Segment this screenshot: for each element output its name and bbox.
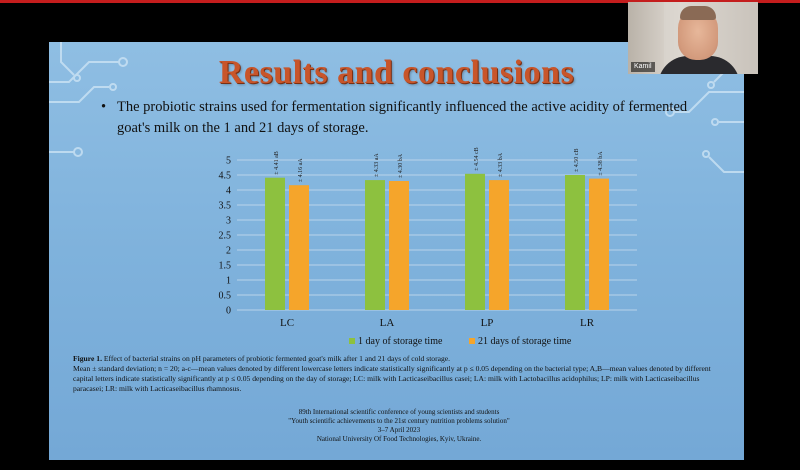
- caption-line1: Effect of bacterial strains on pH parame…: [101, 354, 451, 363]
- figure-caption: Figure 1. Effect of bacterial strains on…: [73, 354, 723, 394]
- bar-lp-series2: [489, 180, 509, 310]
- chart-bars: [265, 173, 609, 310]
- webcam-video-tile[interactable]: Kamil: [628, 2, 758, 74]
- data-label: ± 4.33 aA: [374, 153, 380, 177]
- y-tick-label: 1.5: [219, 261, 232, 272]
- x-category-label: LP: [481, 317, 494, 329]
- webcam-person-body: [658, 56, 740, 74]
- figure-label: Figure 1.: [73, 354, 102, 363]
- caption-line2: Mean ± standard deviation; n = 20; a-c—m…: [73, 364, 711, 393]
- bar-lr-series2: [589, 178, 609, 310]
- bar-value-labels: ± 4.41 aB ± 4.16 aA ± 4.33 aA ± 4.30 bA ± 4.…: [274, 147, 604, 182]
- y-tick-label: 4.5: [219, 171, 232, 182]
- conference-info: 89th International scientific conference…: [199, 408, 599, 444]
- x-category-label: LR: [580, 317, 595, 329]
- data-label: ± 4.41 aB: [274, 151, 280, 174]
- circuit-decoration: [49, 42, 744, 173]
- legend-label: 21 days of storage time: [478, 336, 572, 347]
- x-category-label: LA: [380, 317, 395, 329]
- slide-title: Results and conclusions: [218, 54, 575, 91]
- conference-line4: National University Of Food Technologies…: [316, 435, 482, 443]
- webcam-person-hair: [680, 6, 716, 20]
- chart-legend: 1 day of storage time 21 days of storage …: [349, 336, 572, 347]
- y-tick-label: 1: [226, 276, 231, 287]
- bar-lc-series1: [265, 177, 285, 310]
- x-axis-categories: LC LA LP LR: [280, 317, 595, 329]
- data-label: ± 4.38 bA: [598, 151, 604, 176]
- conference-line2: "Youth scientific achievements to the 21…: [288, 417, 510, 425]
- data-label: ± 4.50 cB: [574, 149, 580, 172]
- y-tick-label: 2.5: [219, 231, 232, 242]
- bar-la-series1: [365, 180, 385, 310]
- bar-chart: 0 0.5 1 1.5 2 2.5 3 3.5 4 4.5 5 ± 4.41 aB ± 4.16 aA…: [219, 147, 637, 347]
- y-tick-label: 4: [226, 186, 231, 197]
- conference-line1: 89th International scientific conference…: [298, 408, 500, 416]
- y-tick-label: 3: [226, 216, 231, 227]
- participant-name-label: Kamil: [631, 62, 655, 72]
- y-tick-label: 0.5: [219, 291, 232, 302]
- legend-swatch: [469, 338, 475, 344]
- y-tick-label: 2: [226, 246, 231, 257]
- data-label: ± 4.54 cB: [474, 147, 480, 170]
- y-tick-label: 5: [226, 156, 231, 167]
- legend-swatch: [349, 338, 355, 344]
- window-top-border: [0, 0, 800, 3]
- bar-lr-series1: [565, 175, 585, 310]
- x-category-label: LC: [280, 317, 294, 329]
- presentation-slide: Results and conclusions • The probiotic …: [49, 42, 744, 460]
- y-tick-label: 3.5: [219, 201, 232, 212]
- conference-line3: 3–7 April 2023: [377, 426, 421, 434]
- bar-lp-series1: [465, 173, 485, 310]
- data-label: ± 4.16 aA: [298, 158, 304, 182]
- bullet-text: The probiotic strains used for fermentat…: [117, 99, 688, 136]
- bar-la-series2: [389, 181, 409, 310]
- legend-label: 1 day of storage time: [358, 336, 443, 347]
- bar-lc-series2: [289, 185, 309, 310]
- y-axis-ticks: 0 0.5 1 1.5 2 2.5 3 3.5 4 4.5 5: [219, 156, 232, 317]
- data-label: ± 4.33 bA: [498, 152, 504, 177]
- bullet-dot-icon: •: [101, 99, 107, 115]
- y-tick-label: 0: [226, 306, 231, 317]
- data-label: ± 4.30 bA: [398, 153, 404, 178]
